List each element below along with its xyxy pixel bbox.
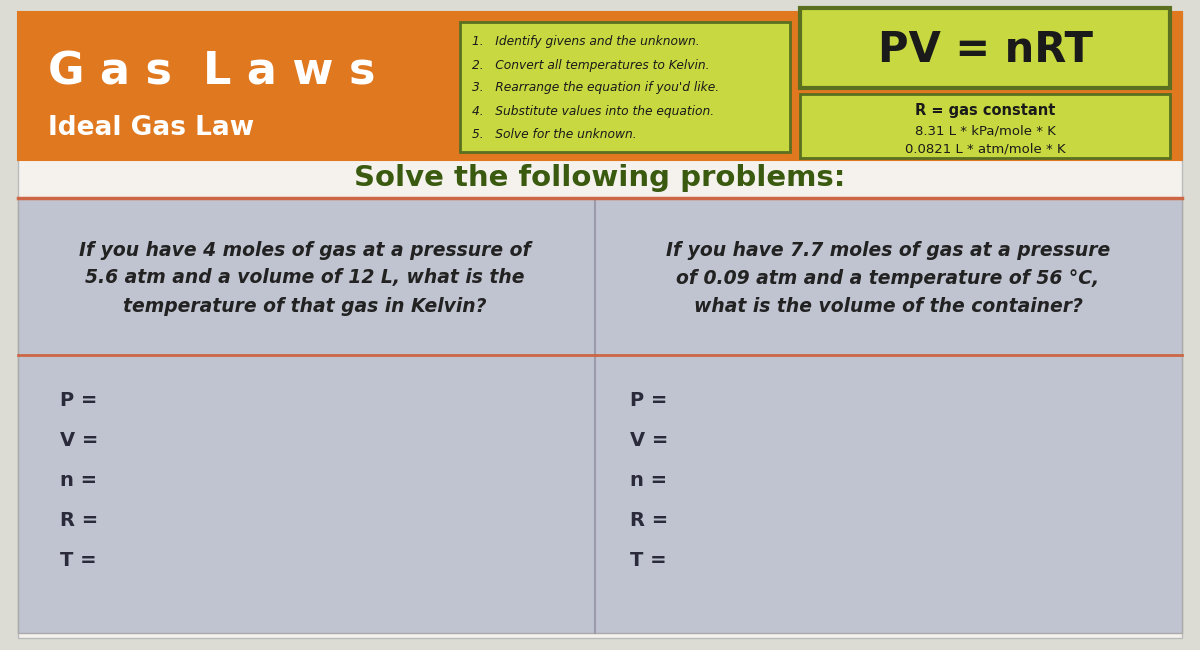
FancyBboxPatch shape: [18, 12, 1182, 638]
Text: Ideal Gas Law: Ideal Gas Law: [48, 115, 254, 141]
Text: T =: T =: [60, 551, 97, 569]
Text: If you have 4 moles of gas at a pressure of
5.6 atm and a volume of 12 L, what i: If you have 4 moles of gas at a pressure…: [79, 240, 530, 315]
Text: 0.0821 L * atm/mole * K: 0.0821 L * atm/mole * K: [905, 142, 1066, 155]
Text: 4.   Substitute values into the equation.: 4. Substitute values into the equation.: [472, 105, 714, 118]
FancyBboxPatch shape: [18, 12, 1182, 160]
Text: PV = nRT: PV = nRT: [877, 29, 1092, 71]
Text: Solve the following problems:: Solve the following problems:: [354, 164, 846, 192]
Text: G a s  L a w s: G a s L a w s: [48, 51, 376, 94]
Text: R =: R =: [630, 510, 668, 530]
Text: 5.   Solve for the unknown.: 5. Solve for the unknown.: [472, 127, 637, 140]
Text: P =: P =: [630, 391, 667, 410]
FancyBboxPatch shape: [18, 198, 1182, 633]
Text: If you have 7.7 moles of gas at a pressure
of 0.09 atm and a temperature of 56 °: If you have 7.7 moles of gas at a pressu…: [666, 240, 1110, 315]
FancyBboxPatch shape: [800, 94, 1170, 158]
Text: T =: T =: [630, 551, 667, 569]
Text: 3.   Rearrange the equation if you'd like.: 3. Rearrange the equation if you'd like.: [472, 81, 719, 94]
Text: 1.   Identify givens and the unknown.: 1. Identify givens and the unknown.: [472, 36, 700, 49]
Text: V =: V =: [60, 430, 98, 450]
FancyBboxPatch shape: [800, 8, 1170, 88]
FancyBboxPatch shape: [460, 22, 790, 152]
Text: n =: n =: [630, 471, 667, 489]
Text: P =: P =: [60, 391, 97, 410]
Text: R = gas constant: R = gas constant: [914, 103, 1055, 118]
Text: R =: R =: [60, 510, 98, 530]
Text: n =: n =: [60, 471, 97, 489]
Text: 8.31 L * kPa/mole * K: 8.31 L * kPa/mole * K: [914, 125, 1056, 138]
Text: 2.   Convert all temperatures to Kelvin.: 2. Convert all temperatures to Kelvin.: [472, 58, 709, 72]
Text: V =: V =: [630, 430, 668, 450]
